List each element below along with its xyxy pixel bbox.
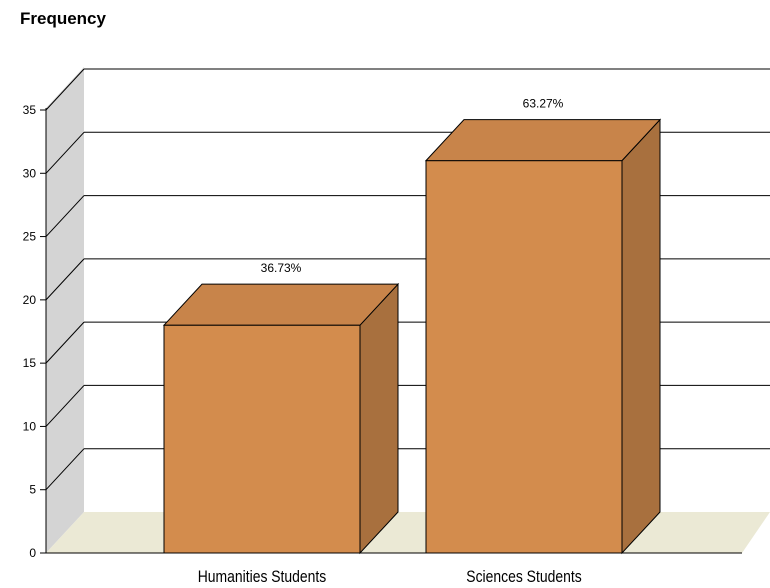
y-tick-label: 35	[23, 103, 37, 117]
grid-line-diagonal	[45, 385, 85, 427]
bar-top	[162, 283, 400, 326]
data-label: 63.27%	[523, 97, 564, 111]
y-tick-label: 0	[29, 546, 36, 560]
grid-line-diagonal	[45, 195, 85, 237]
grid-line-diagonal	[45, 448, 85, 491]
y-axis-label: Frequency	[20, 9, 107, 28]
bar-top	[424, 119, 662, 162]
bar: 36.73% Humanities Students	[162, 261, 400, 587]
bar: 63.27% Sciences Students	[424, 97, 662, 587]
y-tick-label: 25	[23, 230, 37, 244]
y-axis: 0 5 10 15 20 25 30 35	[23, 103, 742, 560]
grid-line-diagonal	[45, 131, 85, 174]
y-tick-label: 10	[23, 419, 37, 433]
y-tick-label: 15	[23, 356, 37, 370]
floor	[46, 512, 770, 553]
bar-front	[425, 160, 623, 554]
y-tick-label: 30	[23, 166, 37, 180]
y-tick-label: 5	[29, 483, 36, 497]
grid-line-diagonal	[45, 258, 85, 301]
bars: 36.73% Humanities Students 63.27% Sciences …	[162, 97, 662, 587]
data-label: 36.73%	[261, 261, 302, 275]
grid-line-diagonal	[45, 321, 85, 364]
side-wall	[46, 67, 84, 553]
chart-walls	[46, 67, 770, 553]
category-label: Sciences Students	[466, 568, 582, 587]
grid-line-diagonal	[45, 68, 85, 111]
bar-side	[621, 118, 661, 555]
category-label: Humanities Students	[198, 568, 327, 587]
bar-front	[163, 324, 361, 554]
grid-lines	[45, 68, 770, 491]
y-tick-label: 20	[23, 293, 37, 307]
bar-side	[359, 282, 399, 555]
